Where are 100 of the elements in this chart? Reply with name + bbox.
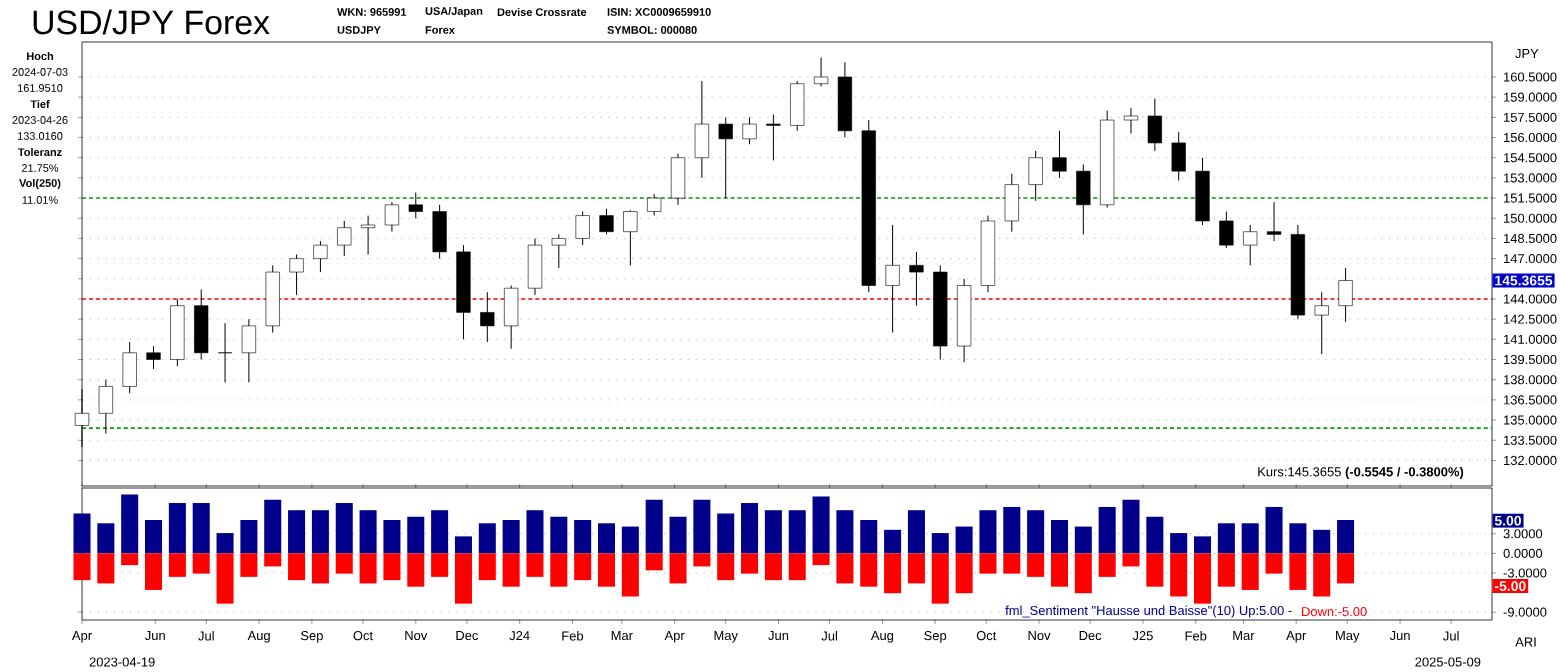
bar bbox=[931, 553, 949, 604]
bar bbox=[907, 510, 925, 554]
bar bbox=[240, 553, 258, 577]
bar bbox=[1003, 506, 1021, 554]
bar bbox=[1241, 553, 1259, 590]
bar bbox=[788, 553, 806, 581]
bar bbox=[955, 526, 973, 554]
bar bbox=[1098, 553, 1116, 577]
bar bbox=[717, 553, 735, 581]
bar bbox=[1337, 553, 1355, 584]
bar bbox=[1146, 553, 1164, 587]
bar bbox=[1074, 553, 1092, 594]
bar bbox=[836, 510, 854, 554]
bar bbox=[145, 553, 163, 590]
bar bbox=[407, 516, 425, 554]
bar bbox=[764, 510, 782, 554]
bar bbox=[73, 513, 91, 554]
bar bbox=[359, 510, 377, 554]
candlestick bbox=[1147, 98, 1162, 152]
bar bbox=[73, 553, 91, 581]
bar bbox=[407, 553, 425, 587]
candlestick bbox=[694, 80, 709, 179]
candlestick bbox=[647, 193, 662, 217]
candlestick bbox=[241, 318, 256, 383]
bar bbox=[1170, 533, 1188, 554]
candlestick bbox=[480, 291, 495, 343]
candlestick bbox=[432, 204, 447, 260]
bar bbox=[597, 553, 616, 587]
bar bbox=[335, 503, 353, 554]
bar bbox=[1003, 553, 1021, 574]
candlestick bbox=[360, 215, 376, 256]
bar bbox=[1241, 523, 1259, 554]
candlestick bbox=[885, 224, 900, 334]
bar bbox=[97, 553, 115, 584]
bar bbox=[1217, 553, 1235, 587]
candlestick bbox=[217, 322, 233, 383]
bar bbox=[621, 553, 639, 597]
bar bbox=[693, 553, 711, 567]
bar bbox=[884, 553, 902, 594]
chart-title: USD/JPY Forex bbox=[33, 9, 270, 35]
bar bbox=[192, 553, 210, 574]
bar bbox=[669, 516, 687, 554]
bar bbox=[168, 553, 186, 577]
bar bbox=[931, 533, 949, 554]
bar bbox=[1313, 553, 1331, 597]
candlestick bbox=[337, 220, 352, 257]
bar bbox=[1170, 553, 1188, 597]
bar bbox=[359, 553, 377, 584]
bar bbox=[1289, 523, 1307, 554]
candlestick bbox=[670, 153, 686, 206]
candlestick bbox=[1076, 163, 1091, 235]
bar bbox=[550, 516, 568, 554]
bar bbox=[1122, 553, 1140, 567]
candlestick bbox=[551, 233, 566, 269]
bar bbox=[574, 553, 592, 581]
bar bbox=[669, 553, 687, 584]
bar bbox=[693, 499, 711, 554]
bar bbox=[1027, 510, 1045, 554]
bar bbox=[1313, 529, 1331, 554]
bar bbox=[1050, 520, 1068, 554]
bar bbox=[216, 553, 234, 604]
bar bbox=[645, 499, 663, 554]
bar bbox=[383, 520, 401, 554]
candlestick bbox=[194, 289, 209, 361]
candlestick bbox=[1338, 267, 1353, 323]
bar bbox=[741, 503, 759, 554]
candlestick bbox=[813, 56, 829, 87]
bar bbox=[1217, 523, 1235, 554]
bar bbox=[311, 510, 329, 554]
candlestick bbox=[718, 116, 733, 199]
candlestick bbox=[766, 114, 781, 161]
bar bbox=[1074, 526, 1092, 554]
bar bbox=[1098, 506, 1116, 554]
candlestick bbox=[1219, 211, 1234, 249]
candlestick bbox=[1123, 107, 1139, 134]
bar bbox=[764, 553, 782, 581]
bar bbox=[478, 553, 496, 581]
bar bbox=[454, 536, 472, 554]
bar bbox=[240, 520, 258, 554]
bar bbox=[311, 553, 329, 584]
candlestick bbox=[790, 80, 805, 132]
bar bbox=[955, 553, 973, 594]
bar bbox=[526, 510, 544, 554]
candlestick bbox=[742, 116, 757, 145]
bar bbox=[431, 553, 449, 577]
candlestick bbox=[122, 341, 137, 394]
candlestick bbox=[1243, 224, 1258, 266]
candlestick bbox=[623, 209, 638, 266]
candlestick bbox=[575, 211, 590, 246]
bar bbox=[1337, 520, 1355, 554]
candlestick bbox=[289, 254, 304, 296]
bar bbox=[168, 503, 186, 554]
bar bbox=[979, 510, 997, 554]
bar bbox=[526, 553, 544, 577]
bar bbox=[192, 503, 210, 554]
bar bbox=[502, 553, 520, 587]
bar bbox=[979, 553, 997, 574]
bar bbox=[383, 553, 401, 581]
bar bbox=[97, 523, 115, 554]
bar bbox=[502, 520, 520, 554]
